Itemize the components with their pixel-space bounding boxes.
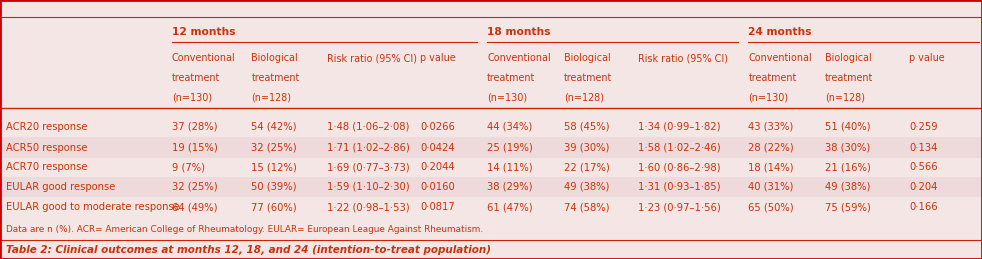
Text: 0·0424: 0·0424 [420,143,455,153]
Text: 1·48 (1·06–2·08): 1·48 (1·06–2·08) [327,122,409,132]
Text: ACR50 response: ACR50 response [6,143,87,153]
Text: 39 (30%): 39 (30%) [564,143,609,153]
Text: Biological: Biological [825,53,872,63]
Bar [0,177,982,197]
Text: Conventional: Conventional [172,53,236,63]
Text: 61 (47%): 61 (47%) [487,202,532,212]
Text: EULAR good to moderate response: EULAR good to moderate response [6,202,180,212]
Text: 14 (11%): 14 (11%) [487,162,532,172]
Text: p value: p value [420,53,456,63]
Text: Risk ratio (95% CI): Risk ratio (95% CI) [638,53,729,63]
Text: 64 (49%): 64 (49%) [172,202,217,212]
Text: (n=128): (n=128) [564,92,604,102]
Text: treatment: treatment [825,73,873,83]
Text: 0·566: 0·566 [909,162,938,172]
Text: treatment: treatment [748,73,796,83]
Text: 0·166: 0·166 [909,202,938,212]
Text: 0·0817: 0·0817 [420,202,455,212]
Text: 0·259: 0·259 [909,122,938,132]
Text: 15 (12%): 15 (12%) [251,162,298,172]
Text: 65 (50%): 65 (50%) [748,202,793,212]
Text: 1·60 (0·86–2·98): 1·60 (0·86–2·98) [638,162,721,172]
Text: 0·0160: 0·0160 [420,182,455,192]
Text: 9 (7%): 9 (7%) [172,162,205,172]
Text: 49 (38%): 49 (38%) [825,182,870,192]
Text: 12 months: 12 months [172,27,236,37]
Text: ACR70 response: ACR70 response [6,162,87,172]
Text: 0·134: 0·134 [909,143,938,153]
Text: 32 (25%): 32 (25%) [251,143,297,153]
Text: 38 (29%): 38 (29%) [487,182,532,192]
Text: 24 months: 24 months [748,27,812,37]
Text: Conventional: Conventional [487,53,551,63]
Text: 1·34 (0·99–1·82): 1·34 (0·99–1·82) [638,122,721,132]
Text: (n=130): (n=130) [748,92,789,102]
Text: p value: p value [909,53,945,63]
Text: (n=130): (n=130) [172,92,212,102]
Text: Biological: Biological [251,53,299,63]
Text: 25 (19%): 25 (19%) [487,143,533,153]
Text: (n=128): (n=128) [251,92,292,102]
Text: 54 (42%): 54 (42%) [251,122,297,132]
Text: Conventional: Conventional [748,53,812,63]
Text: 38 (30%): 38 (30%) [825,143,870,153]
Text: 1·69 (0·77–3·73): 1·69 (0·77–3·73) [327,162,409,172]
Text: treatment: treatment [487,73,535,83]
Text: 40 (31%): 40 (31%) [748,182,793,192]
Text: treatment: treatment [564,73,612,83]
Text: Biological: Biological [564,53,611,63]
Text: 32 (25%): 32 (25%) [172,182,217,192]
Text: 22 (17%): 22 (17%) [564,162,610,172]
Text: 50 (39%): 50 (39%) [251,182,297,192]
Text: 18 months: 18 months [487,27,551,37]
Text: (n=130): (n=130) [487,92,527,102]
Text: 18 (14%): 18 (14%) [748,162,793,172]
Text: 37 (28%): 37 (28%) [172,122,217,132]
Text: 75 (59%): 75 (59%) [825,202,871,212]
Text: 28 (22%): 28 (22%) [748,143,793,153]
Text: ACR20 response: ACR20 response [6,122,87,132]
Text: Risk ratio (95% CI): Risk ratio (95% CI) [327,53,417,63]
Text: 49 (38%): 49 (38%) [564,182,609,192]
Text: 0·204: 0·204 [909,182,938,192]
Text: 43 (33%): 43 (33%) [748,122,793,132]
Text: treatment: treatment [251,73,300,83]
Text: EULAR good response: EULAR good response [6,182,115,192]
Text: 1·22 (0·98–1·53): 1·22 (0·98–1·53) [327,202,409,212]
Text: 58 (45%): 58 (45%) [564,122,609,132]
Text: treatment: treatment [172,73,220,83]
Bar [0,137,982,158]
Text: 21 (16%): 21 (16%) [825,162,871,172]
Text: 1·71 (1·02–2·86): 1·71 (1·02–2·86) [327,143,409,153]
Text: 1·31 (0·93–1·85): 1·31 (0·93–1·85) [638,182,721,192]
Text: 51 (40%): 51 (40%) [825,122,870,132]
Text: 74 (58%): 74 (58%) [564,202,609,212]
Text: 44 (34%): 44 (34%) [487,122,532,132]
Text: (n=128): (n=128) [825,92,865,102]
Text: Table 2: Clinical outcomes at months 12, 18, and 24 (intention-to-treat populati: Table 2: Clinical outcomes at months 12,… [6,246,491,255]
Text: 1·59 (1·10–2·30): 1·59 (1·10–2·30) [327,182,409,192]
Text: 19 (15%): 19 (15%) [172,143,218,153]
Text: 1·23 (0·97–1·56): 1·23 (0·97–1·56) [638,202,721,212]
Text: 0·2044: 0·2044 [420,162,455,172]
Text: 0·0266: 0·0266 [420,122,456,132]
Text: 1·58 (1·02–2·46): 1·58 (1·02–2·46) [638,143,721,153]
Text: 77 (60%): 77 (60%) [251,202,297,212]
Text: Data are n (%). ACR= American College of Rheumatology. EULAR= European League Ag: Data are n (%). ACR= American College of… [6,225,483,234]
